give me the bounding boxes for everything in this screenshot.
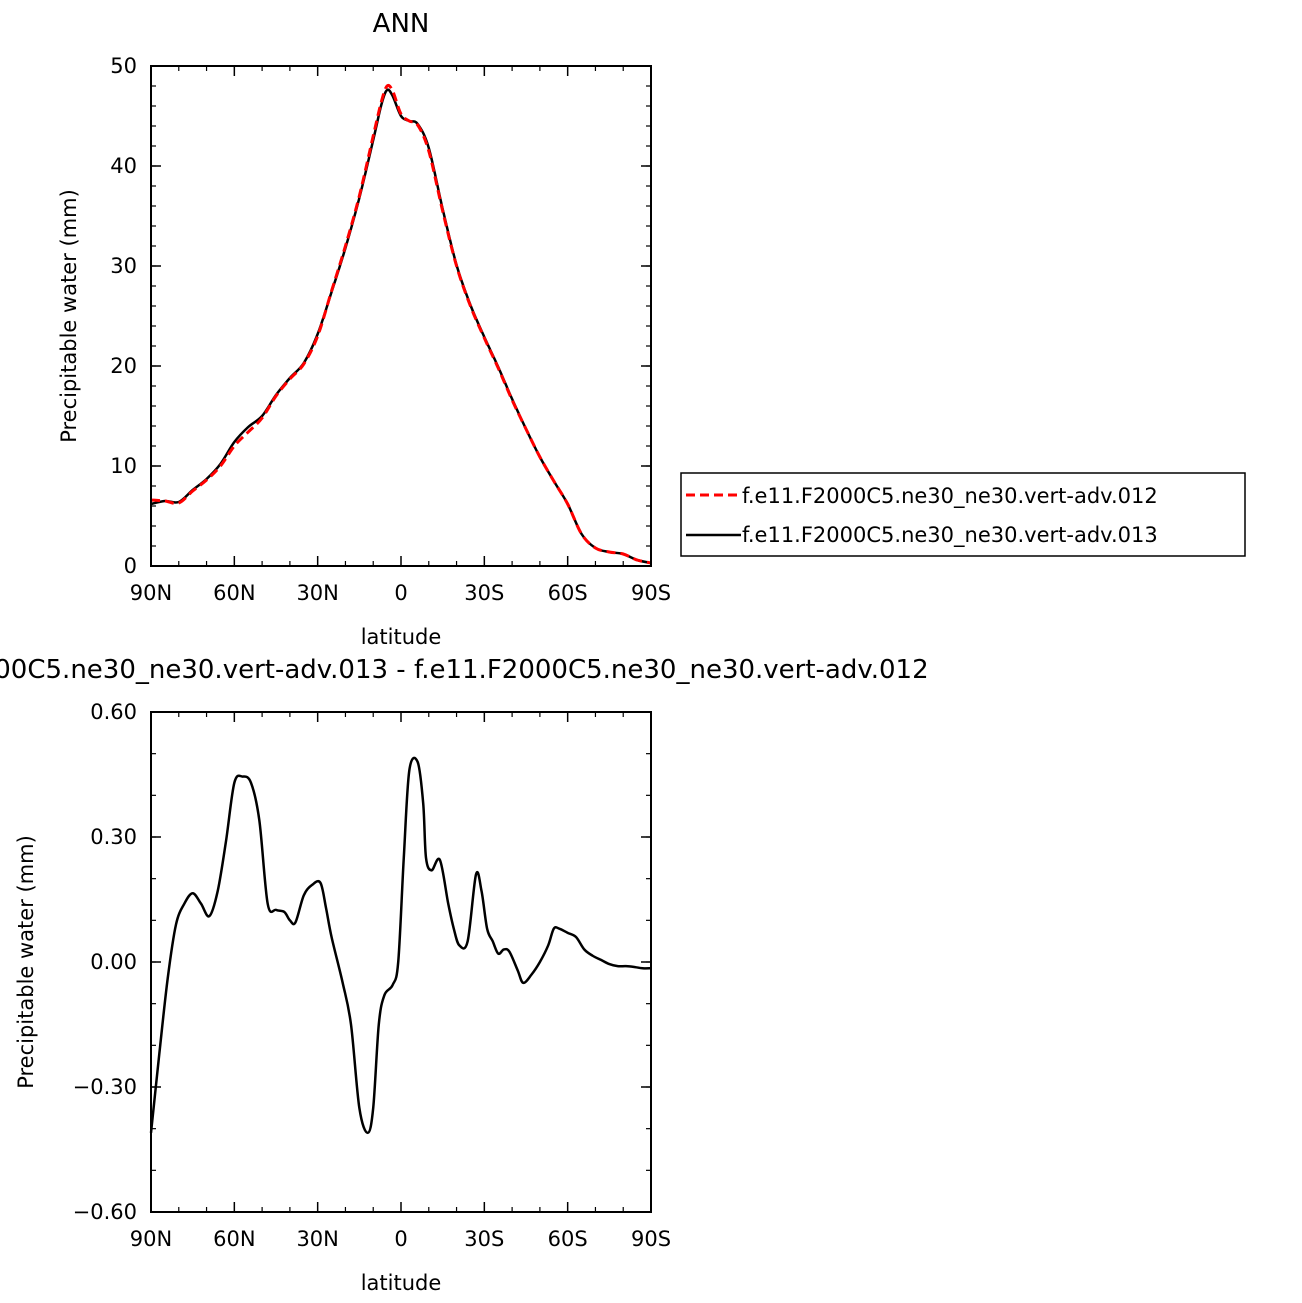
chart-bottom-plot-frame xyxy=(150,711,652,1213)
chart-bottom-x-tick-label: 30S xyxy=(464,1227,504,1251)
chart-bottom-ylabel: Precipitable water (mm) xyxy=(14,835,38,1089)
chart-top-series-line-0 xyxy=(150,83,652,565)
chart-top-x-tick-label: 60S xyxy=(548,581,588,605)
chart-top-ylabel: Precipitable water (mm) xyxy=(57,189,81,443)
chart-top-x-tick-label: 60N xyxy=(213,581,255,605)
chart-top: ANN 90N 60N 30N 0 30S 60S 90S 0 10 20 30 40 50 latit… xyxy=(57,9,1246,649)
chart-top-y-tick-label: 20 xyxy=(110,354,137,378)
chart-bottom-y-tick-label: −0.60 xyxy=(73,1200,137,1224)
chart-top-x-tick-label: 30N xyxy=(296,581,338,605)
chart-bottom-title: f.e11.F2000C5.ne30_ne30.vert-adv.013 - f… xyxy=(0,655,929,685)
chart-bottom-x-tick-label: 60N xyxy=(213,1227,255,1251)
chart-top-plot-frame xyxy=(150,65,652,567)
chart-top-series-group xyxy=(150,83,652,565)
chart-bottom-x-tick-label: 30N xyxy=(296,1227,338,1251)
chart-bottom-series-line-0 xyxy=(149,756,652,1135)
chart-top-y-tick-label: 50 xyxy=(110,54,137,78)
chart-top-y-tick-label: 0 xyxy=(124,554,137,578)
chart-bottom-x-tick-label: 90S xyxy=(631,1227,671,1251)
chart-top-y-tick-label: 40 xyxy=(110,154,137,178)
chart-bottom-y-tick-label: −0.30 xyxy=(73,1075,137,1099)
chart-bottom-y-tick-label: 0.00 xyxy=(90,950,137,974)
chart-top-x-tick-label: 90S xyxy=(631,581,671,605)
legend-box xyxy=(680,472,1246,557)
chart-top-y-tick-label: 30 xyxy=(110,254,137,278)
chart-top-x-tick-label: 30S xyxy=(464,581,504,605)
chart-top-legend: f.e11.F2000C5.ne30_ne30.vert-adv.012 f.e… xyxy=(680,472,1246,557)
chart-top-x-tick-label: 0 xyxy=(394,581,407,605)
chart-bottom-xlabel: latitude xyxy=(361,1271,442,1295)
chart-bottom-x-tick-label: 90N xyxy=(130,1227,172,1251)
chart-bottom-x-tick-label: 60S xyxy=(548,1227,588,1251)
chart-top-x-tick-label: 90N xyxy=(130,581,172,605)
chart-bottom-x-tick-label: 0 xyxy=(394,1227,407,1251)
chart-bottom-series-group xyxy=(149,756,652,1135)
chart-bottom-y-tick-label: 0.60 xyxy=(90,700,137,724)
chart-bottom-ticks: 90N 60N 30N 0 30S 60S 90S −0.60 −0.30 0.00 0.30 0.6… xyxy=(73,700,671,1251)
chart-top-ticks: 90N 60N 30N 0 30S 60S 90S 0 10 20 30 40 50 xyxy=(110,54,671,605)
legend-label-series-012: f.e11.F2000C5.ne30_ne30.vert-adv.012 xyxy=(742,484,1158,509)
legend-label-series-013: f.e11.F2000C5.ne30_ne30.vert-adv.013 xyxy=(742,523,1158,548)
chart-bottom-y-tick-label: 0.30 xyxy=(90,825,137,849)
chart-bottom: f.e11.F2000C5.ne30_ne30.vert-adv.013 - f… xyxy=(0,655,929,1295)
chart-top-series-line-1 xyxy=(150,88,652,565)
chart-top-xlabel: latitude xyxy=(361,625,442,649)
chart-top-y-tick-label: 10 xyxy=(110,454,137,478)
chart-top-title: ANN xyxy=(373,9,430,39)
